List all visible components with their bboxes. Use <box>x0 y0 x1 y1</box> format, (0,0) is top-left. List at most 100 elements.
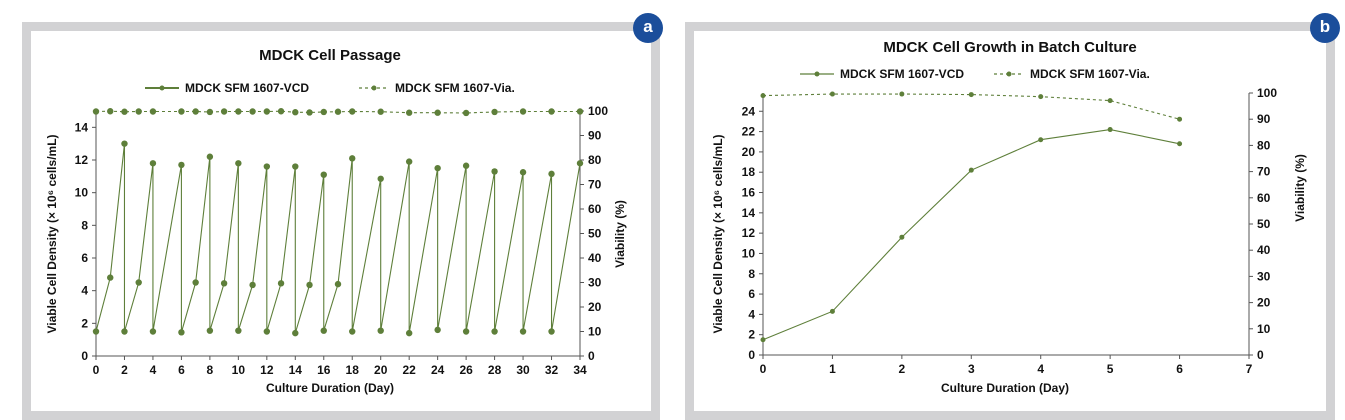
vcd-point <box>377 327 384 334</box>
vcd-point <box>462 328 470 335</box>
vcd-point <box>178 161 185 169</box>
x-tick-label: 1 <box>829 362 836 376</box>
vcd-point <box>192 279 199 286</box>
y-tick-label: 8 <box>748 267 755 281</box>
vcd-point <box>235 160 242 167</box>
viability-point <box>548 108 555 115</box>
x-tick-label: 14 <box>289 363 303 377</box>
viability-line <box>762 93 1180 120</box>
y2-tick-label: 20 <box>1257 296 1271 310</box>
y2-tick-label: 30 <box>588 276 602 290</box>
viability-point <box>334 108 342 115</box>
y2-tick-label: 100 <box>588 104 608 118</box>
viability-point <box>220 108 228 115</box>
panel-b <box>685 22 1335 420</box>
y2-tick-label: 70 <box>588 178 602 192</box>
vcd-point <box>263 328 271 335</box>
viability-point <box>320 108 327 116</box>
y2-tick-label: 80 <box>1257 138 1271 152</box>
y-tick-label: 16 <box>742 186 756 200</box>
viability-point <box>277 108 285 115</box>
vcd-point <box>206 327 214 334</box>
vcd-point <box>149 328 157 335</box>
vcd-point <box>235 327 242 334</box>
vcd-point <box>760 337 766 343</box>
y-tick-label: 6 <box>748 287 755 301</box>
panel-badge-b: b <box>1310 13 1340 43</box>
viability-point <box>405 109 413 116</box>
x-tick-label: 2 <box>121 363 128 377</box>
y-tick-label: 6 <box>81 251 88 265</box>
y2-tick-label: 90 <box>588 129 602 143</box>
y-tick-label: 22 <box>742 125 756 139</box>
viability-point <box>829 91 835 97</box>
chart-title: MDCK Cell Passage <box>259 47 401 64</box>
y2-tick-label: 40 <box>588 251 602 265</box>
vcd-point <box>405 158 413 165</box>
vcd-point <box>899 234 905 240</box>
y-tick-label: 0 <box>748 348 755 362</box>
vcd-point <box>277 280 285 287</box>
viability-point <box>491 108 498 116</box>
x-tick-label: 22 <box>402 363 416 377</box>
viability-point <box>121 108 128 115</box>
y-tick-label: 10 <box>742 246 756 260</box>
legend-label-vcd: MDCK SFM 1607-VCD <box>840 67 964 81</box>
vcd-point <box>249 281 256 289</box>
vcd-point <box>349 328 356 335</box>
y2-tick-label: 0 <box>588 349 595 363</box>
y-tick-label: 20 <box>742 145 756 159</box>
x-tick-label: 24 <box>431 363 445 377</box>
y2-tick-label: 100 <box>1257 86 1277 100</box>
y-tick-label: 4 <box>81 284 88 298</box>
y-tick-label: 24 <box>742 104 756 118</box>
vcd-point <box>220 280 228 287</box>
viability-point <box>178 108 185 115</box>
y-tick-label: 14 <box>742 206 756 220</box>
vcd-point <box>576 160 584 167</box>
y2-tick-label: 50 <box>1257 217 1271 231</box>
vcd-point <box>107 274 114 281</box>
vcd-point <box>1107 127 1113 133</box>
vcd-point <box>320 171 327 178</box>
x-axis-label: Culture Duration (Day) <box>941 381 1069 395</box>
viability-point <box>306 109 313 116</box>
vcd-point <box>377 175 384 182</box>
panel-a <box>22 22 660 420</box>
chart-title: MDCK Cell Growth in Batch Culture <box>883 39 1136 56</box>
viability-point <box>1107 98 1113 104</box>
y2-axis-label: Viability (%) <box>613 200 627 268</box>
x-tick-label: 3 <box>968 362 975 376</box>
legend-label-vcd: MDCK SFM 1607-VCD <box>185 81 309 95</box>
x-tick-label: 6 <box>178 363 185 377</box>
legend-marker-vcd <box>814 71 820 77</box>
vcd-point <box>121 328 128 335</box>
viability-point <box>760 93 766 99</box>
vcd-point <box>829 308 835 314</box>
y2-axis-label: Viability (%) <box>1293 154 1307 222</box>
viability-point <box>292 109 299 116</box>
y-tick-label: 8 <box>81 218 88 232</box>
vcd-point <box>334 280 342 288</box>
viability-point <box>1038 94 1044 100</box>
vcd-point <box>548 328 555 335</box>
viability-point <box>434 109 441 116</box>
y-tick-label: 4 <box>748 307 755 321</box>
viability-point <box>263 108 271 115</box>
vcd-point <box>548 170 555 178</box>
x-tick-label: 10 <box>232 363 246 377</box>
viability-point <box>92 108 100 115</box>
x-tick-label: 6 <box>1176 362 1183 376</box>
viability-point <box>519 108 527 115</box>
x-tick-label: 18 <box>346 363 360 377</box>
y2-tick-label: 60 <box>1257 191 1271 205</box>
panel-badge-a: a <box>633 13 663 43</box>
y2-tick-label: 90 <box>1257 112 1271 126</box>
x-tick-label: 0 <box>93 363 100 377</box>
y-tick-label: 0 <box>81 349 88 363</box>
viability-point <box>206 108 214 116</box>
vcd-point <box>434 326 441 334</box>
legend-marker-vcd <box>159 85 165 91</box>
x-tick-label: 34 <box>573 363 587 377</box>
